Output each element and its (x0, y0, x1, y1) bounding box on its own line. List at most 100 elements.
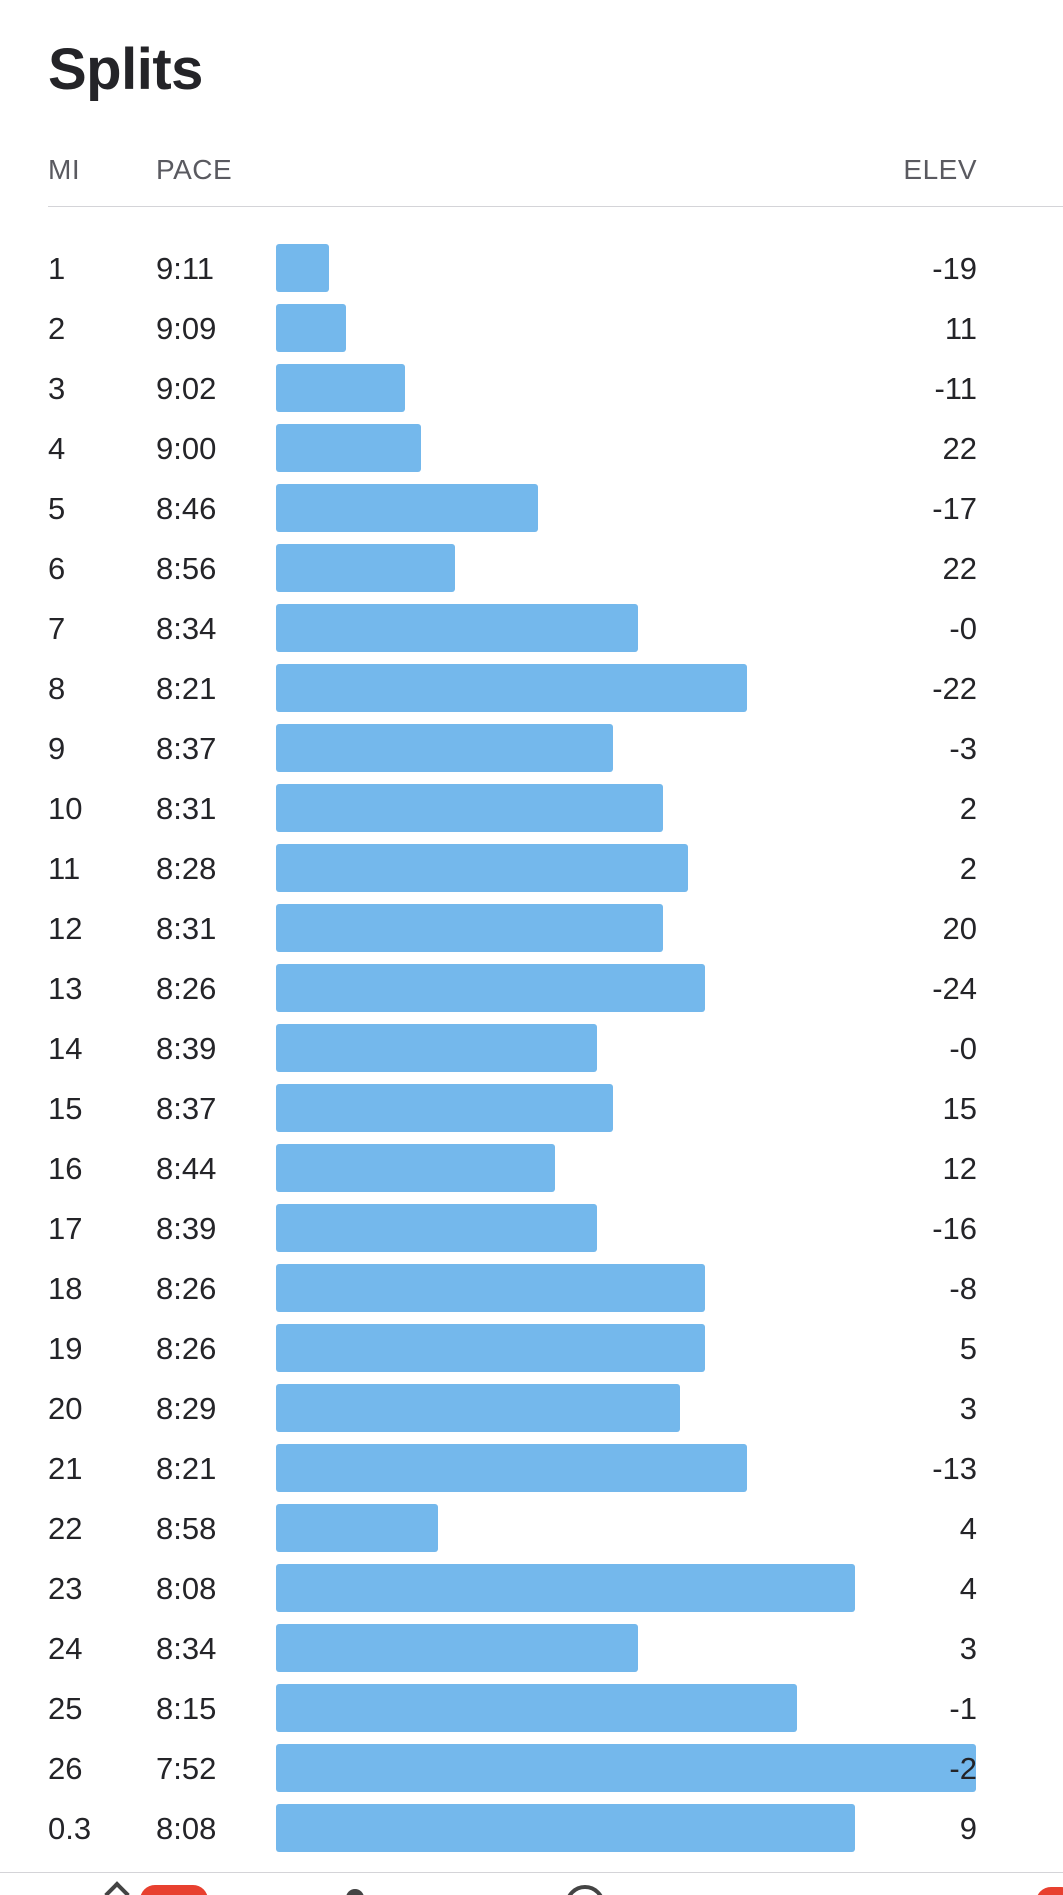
split-pace: 8:37 (156, 1091, 217, 1126)
split-row[interactable]: 20 8:29 3 (0, 1378, 1063, 1438)
split-pace: 8:26 (156, 1331, 217, 1366)
split-mile: 22 (48, 1511, 83, 1546)
split-bar-track (276, 1024, 976, 1072)
split-bar-track (276, 1444, 976, 1492)
split-bar-track (276, 1684, 976, 1732)
split-elevation: 20 (942, 911, 977, 946)
split-row[interactable]: 13 8:26 -24 (0, 958, 1063, 1018)
split-pace: 8:26 (156, 971, 217, 1006)
split-pace: 8:46 (156, 491, 217, 526)
split-row[interactable]: 12 8:31 20 (0, 898, 1063, 958)
split-row[interactable]: 1 9:11 -19 (0, 238, 1063, 298)
split-mile: 16 (48, 1151, 83, 1186)
notification-badge-icon[interactable] (140, 1885, 208, 1895)
splits-list: 1 9:11 -19 2 9:09 11 3 9:02 -11 4 9:00 22 5 8:46 -17 6 8… (0, 238, 1063, 1858)
split-row[interactable]: 17 8:39 -16 (0, 1198, 1063, 1258)
column-header-pace: PACE (156, 154, 233, 185)
split-row[interactable]: 9 8:37 -3 (0, 718, 1063, 778)
split-mile: 6 (48, 551, 66, 586)
split-row[interactable]: 7 8:34 -0 (0, 598, 1063, 658)
split-elevation: 3 (959, 1631, 977, 1666)
split-elevation: 11 (944, 311, 977, 346)
split-pace: 8:37 (156, 731, 217, 766)
split-row[interactable]: 22 8:58 4 (0, 1498, 1063, 1558)
column-header-elev: ELEV (903, 154, 977, 185)
split-mile: 12 (48, 911, 83, 946)
split-pace-bar (276, 1204, 597, 1252)
split-elevation: 4 (959, 1571, 977, 1606)
split-pace-bar (276, 1264, 706, 1312)
split-elevation: -17 (932, 491, 977, 526)
split-elevation: 22 (942, 431, 977, 466)
split-pace: 8:34 (156, 611, 217, 646)
dot-icon[interactable] (346, 1889, 364, 1895)
split-mile: 21 (48, 1451, 83, 1486)
split-pace: 8:08 (156, 1811, 217, 1846)
split-pace: 9:02 (156, 371, 217, 406)
split-elevation: 15 (942, 1091, 977, 1126)
split-row[interactable]: 14 8:39 -0 (0, 1018, 1063, 1078)
bottom-tab-bar (0, 1873, 1063, 1895)
split-elevation: -22 (932, 671, 977, 706)
split-mile: 23 (48, 1571, 83, 1606)
split-pace-bar (276, 784, 664, 832)
split-bar-track (276, 1744, 976, 1792)
split-bar-track (276, 964, 976, 1012)
back-chevron-icon[interactable] (104, 1881, 130, 1895)
split-bar-track (276, 244, 976, 292)
split-pace-bar (276, 1144, 555, 1192)
split-row[interactable]: 23 8:08 4 (0, 1558, 1063, 1618)
split-row[interactable]: 16 8:44 12 (0, 1138, 1063, 1198)
split-elevation: -1 (949, 1691, 977, 1726)
split-pace: 8:26 (156, 1271, 217, 1306)
split-bar-track (276, 844, 976, 892)
split-bar-track (276, 1144, 976, 1192)
split-elevation: -2 (949, 1751, 977, 1786)
split-row[interactable]: 18 8:26 -8 (0, 1258, 1063, 1318)
split-bar-track (276, 1624, 976, 1672)
split-pace-bar (276, 604, 639, 652)
record-circle-icon[interactable] (565, 1885, 605, 1895)
split-pace-bar (276, 964, 706, 1012)
split-row[interactable]: 24 8:34 3 (0, 1618, 1063, 1678)
split-row[interactable]: 3 9:02 -11 (0, 358, 1063, 418)
split-row[interactable]: 5 8:46 -17 (0, 478, 1063, 538)
split-mile: 14 (48, 1031, 83, 1066)
split-row[interactable]: 0.3 8:08 9 (0, 1798, 1063, 1858)
split-mile: 20 (48, 1391, 83, 1426)
split-mile: 2 (48, 311, 66, 346)
split-row[interactable]: 15 8:37 15 (0, 1078, 1063, 1138)
split-row[interactable]: 25 8:15 -1 (0, 1678, 1063, 1738)
split-mile: 0.3 (48, 1811, 92, 1846)
profile-badge-icon[interactable] (1036, 1887, 1063, 1895)
split-row[interactable]: 2 9:09 11 (0, 298, 1063, 358)
split-row[interactable]: 11 8:28 2 (0, 838, 1063, 898)
split-row[interactable]: 6 8:56 22 (0, 538, 1063, 598)
split-elevation: -16 (932, 1211, 977, 1246)
split-mile: 5 (48, 491, 66, 526)
split-pace-bar (276, 1804, 856, 1852)
split-pace-bar (276, 304, 347, 352)
split-row[interactable]: 4 9:00 22 (0, 418, 1063, 478)
page-title: Splits (48, 37, 203, 102)
split-row[interactable]: 19 8:26 5 (0, 1318, 1063, 1378)
split-row[interactable]: 8 8:21 -22 (0, 658, 1063, 718)
split-row[interactable]: 26 7:52 -2 (0, 1738, 1063, 1798)
split-bar-track (276, 1504, 976, 1552)
split-pace: 8:31 (156, 911, 217, 946)
split-row[interactable]: 10 8:31 2 (0, 778, 1063, 838)
split-pace-bar (276, 1324, 706, 1372)
split-mile: 26 (48, 1751, 83, 1786)
split-mile: 11 (48, 851, 81, 886)
split-row[interactable]: 21 8:21 -13 (0, 1438, 1063, 1498)
split-mile: 17 (48, 1211, 83, 1246)
split-bar-track (276, 544, 976, 592)
split-bar-track (276, 1324, 976, 1372)
split-bar-track (276, 784, 976, 832)
split-elevation: -3 (949, 731, 977, 766)
split-pace-bar (276, 664, 747, 712)
split-pace: 8:44 (156, 1151, 217, 1186)
split-pace-bar (276, 1384, 681, 1432)
split-bar-track (276, 1084, 976, 1132)
split-pace: 8:39 (156, 1211, 217, 1246)
